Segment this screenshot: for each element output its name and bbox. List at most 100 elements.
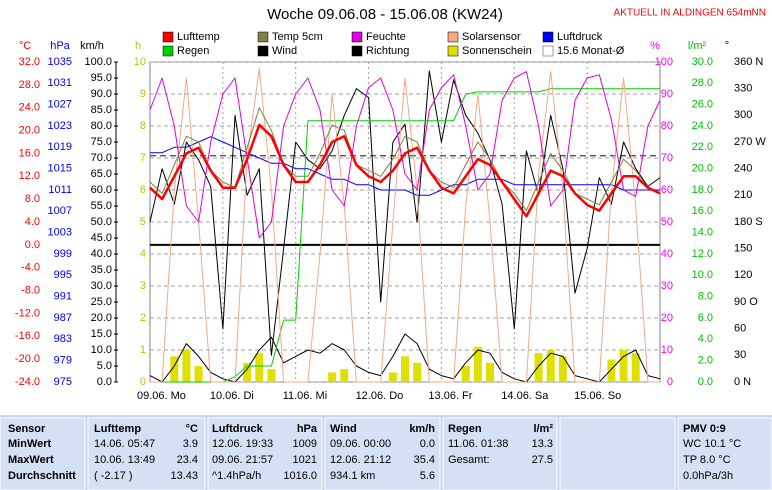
legend-label: Wind [272, 45, 297, 57]
legend-label: 15.6 Monat-Ø [557, 45, 625, 57]
table-cell-text: ( -2.17 ) [94, 470, 133, 482]
sunshine-bar [182, 350, 191, 382]
table-cell-value: 13.3 [532, 438, 553, 450]
y-tick-label: 1031 [48, 77, 72, 89]
y-tick-label: 2.0 [698, 355, 713, 367]
y-tick-label: 1003 [48, 227, 72, 239]
table-cell [677, 417, 772, 490]
y-tick-label: 100 [655, 56, 673, 68]
y-tick-label: 300 [734, 109, 752, 121]
y-tick-label: 30.0 [692, 56, 713, 68]
y-tick-label: 2 [140, 312, 146, 324]
y-tick-label: 210 [734, 189, 752, 201]
y-tick-label: 55.0 [91, 200, 112, 212]
y-tick-label: 18.0 [692, 184, 713, 196]
y-tick-label: 180 S [734, 216, 763, 228]
y-tick-label: 1023 [48, 120, 72, 132]
y-tick-label: 8.0 [698, 291, 713, 303]
y-tick-label: 40 [661, 248, 673, 260]
table-cell-text: ^1.4hPa/h [212, 470, 261, 482]
y-tick-label: 35.0 [91, 264, 112, 276]
y-tick-label: 24.0 [19, 102, 40, 114]
y-tick-label: 0 N [734, 376, 751, 388]
chart-title: Woche 09.06.08 - 15.06.08 (KW24) [267, 6, 503, 23]
sunshine-bar [340, 369, 349, 382]
y-tick-label: 12.0 [692, 248, 713, 260]
y-tick-label: 60 [661, 184, 673, 196]
table-cell-text: 10.06. 13:49 [94, 454, 155, 466]
sunshine-bar [194, 366, 203, 382]
y-tick-label: 7 [140, 152, 146, 164]
y-tick-label: 1 [140, 344, 146, 356]
y-tick-label: 0.0 [97, 376, 112, 388]
table-cell-value: 23.4 [177, 454, 198, 466]
table-header: l/m² [533, 423, 553, 435]
x-tick-label: 11.06. Mi [283, 390, 327, 402]
sunshine-bar [170, 356, 179, 382]
table-header: Regen [448, 423, 482, 435]
sunshine-bar [388, 372, 397, 382]
y-tick-label: 45.0 [91, 232, 112, 244]
y-tick-label: 4.0 [698, 333, 713, 345]
y-tick-label: 10 [661, 344, 673, 356]
sunshine-bar [461, 366, 470, 382]
table-cell-text: 12.06. 21:12 [330, 454, 391, 466]
series-line [149, 71, 661, 239]
axis-unit: ° [725, 40, 729, 52]
table-cell-value: 1016.0 [283, 470, 317, 482]
y-tick-label: 8 [140, 120, 146, 132]
y-tick-label: 8.0 [25, 193, 40, 205]
y-tick-label: 12.0 [19, 170, 40, 182]
y-tick-label: 991 [54, 291, 72, 303]
sunshine-bar [267, 369, 276, 382]
legend-swatch [162, 31, 174, 43]
legend-swatch [351, 31, 363, 43]
y-tick-label: 80 [661, 120, 673, 132]
y-tick-label: 9 [140, 88, 146, 100]
y-tick-label: 0.0 [698, 376, 713, 388]
x-tick-label: 12.06. Do [356, 390, 404, 402]
y-tick-label: 50.0 [91, 216, 112, 228]
y-tick-label: -16.0 [15, 330, 40, 342]
y-tick-label: 6 [140, 184, 146, 196]
y-tick-label: 40.0 [91, 248, 112, 260]
series-line [149, 70, 661, 356]
location-label: AKTUELL IN ALDINGEN 654mNN [614, 8, 766, 19]
legend-swatch [351, 45, 363, 57]
y-tick-label: 26.0 [692, 99, 713, 111]
y-tick-label: 30.0 [91, 280, 112, 292]
axis-unit: °C [19, 40, 31, 52]
y-tick-label: 14.0 [692, 227, 713, 239]
y-tick-label: 1027 [48, 99, 72, 111]
y-tick-label: 28.0 [692, 77, 713, 89]
x-tick-label: 13.06. Fr [428, 390, 472, 402]
y-tick-label: -24.0 [15, 376, 40, 388]
y-tick-label: 995 [54, 269, 72, 281]
y-tick-label: -12.0 [15, 307, 40, 319]
x-tick-label: 09.06. Mo [137, 390, 186, 402]
table-cell-value: 0.0 [420, 438, 435, 450]
y-tick-label: -8.0 [21, 284, 40, 296]
y-tick-label: 95.0 [91, 72, 112, 84]
y-tick-label: 999 [54, 248, 72, 260]
series-line [149, 123, 661, 218]
y-tick-label: 30 [661, 280, 673, 292]
y-tick-label: 30 [734, 349, 746, 361]
y-tick-label: 10.0 [91, 344, 112, 356]
sunshine-bar [607, 359, 616, 382]
y-tick-label: 32.0 [19, 56, 40, 68]
y-tick-label: 3 [140, 280, 146, 292]
table-cell-value: 5.6 [420, 470, 435, 482]
table-cell-text: 09.06. 21:57 [212, 454, 273, 466]
table-header: Lufttemp [94, 423, 141, 435]
legend-label: Luftdruck [557, 31, 603, 43]
y-tick-label: 6.0 [698, 312, 713, 324]
y-tick-label: 983 [54, 333, 72, 345]
y-tick-label: 20 [661, 312, 673, 324]
axis-unit: l/m² [688, 40, 707, 52]
y-tick-label: 70 [661, 152, 673, 164]
y-tick-label: 16.0 [692, 205, 713, 217]
axis-unit: h [135, 40, 141, 52]
legend-swatch [162, 45, 174, 57]
